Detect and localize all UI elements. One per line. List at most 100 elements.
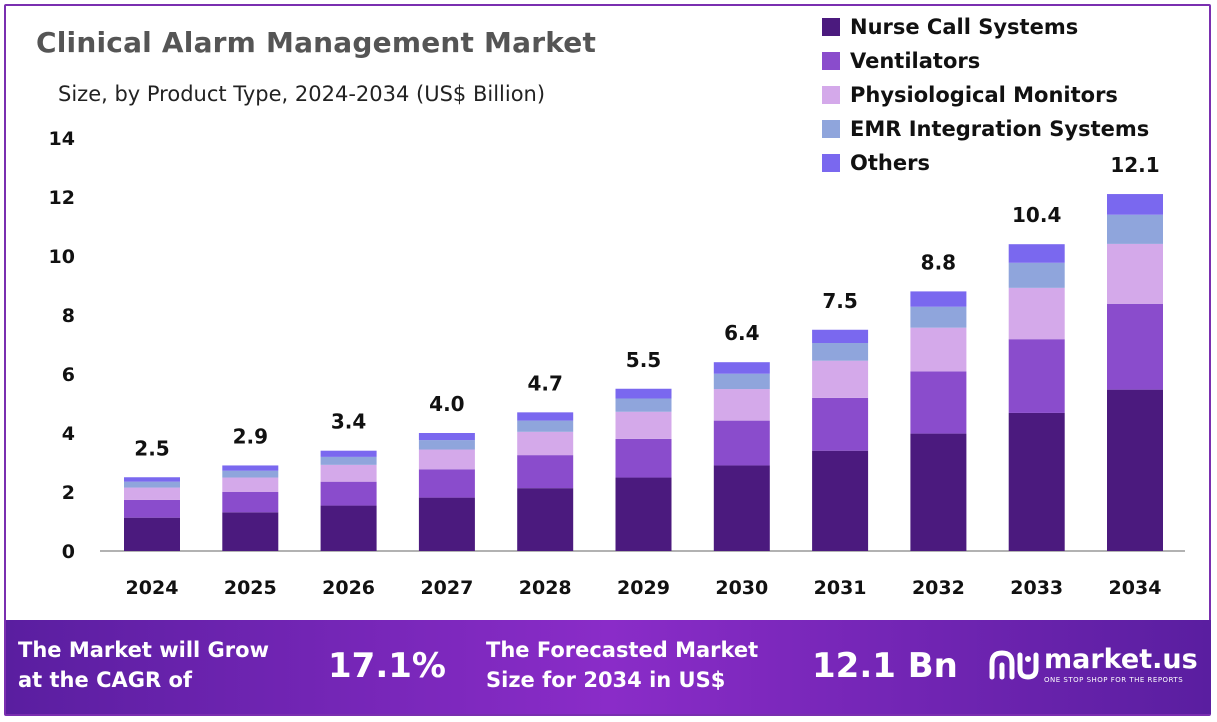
legend-swatch <box>822 154 840 172</box>
x-tick-label: 2028 <box>519 577 572 599</box>
bar-segment <box>517 412 574 421</box>
bar-segment <box>124 517 180 551</box>
legend-item-others: Others <box>822 146 1149 180</box>
bar-segment <box>615 477 672 551</box>
bar-segment <box>615 438 672 478</box>
legend-swatch <box>822 86 840 104</box>
legend-swatch <box>822 52 840 70</box>
x-tick-label: 2024 <box>126 577 179 599</box>
bar-total-label: 5.5 <box>626 348 661 372</box>
y-tick-label: 6 <box>62 364 75 386</box>
bar-total-label: 10.4 <box>1012 203 1061 227</box>
bar-segment <box>713 373 770 390</box>
bar-segment <box>517 488 574 551</box>
forecast-value: 12.1 Bn <box>812 646 958 686</box>
bar-segment <box>812 360 869 398</box>
bar-segment <box>812 397 869 451</box>
legend-label: Nurse Call Systems <box>850 15 1079 39</box>
bar-segment <box>222 477 279 492</box>
bar-segment <box>1008 339 1065 413</box>
y-tick-label: 10 <box>49 246 75 268</box>
legend-label: Others <box>850 151 930 175</box>
bar-segment <box>517 431 574 456</box>
cagr-label: The Market will Grow at the CAGR of <box>18 638 269 692</box>
bar-segment <box>418 497 475 551</box>
bar-segment <box>1008 244 1065 263</box>
bar-segment <box>124 499 180 518</box>
market-us-logo-icon <box>989 650 1039 680</box>
bar-segment <box>418 433 475 441</box>
bar-segment <box>615 388 672 399</box>
legend: Nurse Call Systems Ventilators Physiolog… <box>822 10 1149 180</box>
x-tick-label: 2031 <box>814 577 867 599</box>
bar-segment <box>1107 214 1163 244</box>
x-tick-label: 2029 <box>617 577 670 599</box>
bar-segment <box>910 433 967 551</box>
bar-segment <box>418 440 475 450</box>
y-tick-label: 14 <box>49 128 75 150</box>
bar-segment <box>1008 262 1065 288</box>
legend-label: EMR Integration Systems <box>850 117 1150 141</box>
legend-swatch <box>822 18 840 36</box>
y-tick-label: 8 <box>62 305 75 327</box>
bar-total-label: 7.5 <box>822 289 857 313</box>
bar-total-label: 2.9 <box>233 424 268 448</box>
bar-segment <box>713 465 770 551</box>
x-tick-label: 2027 <box>420 577 473 599</box>
bar-segment <box>320 450 377 457</box>
summary-banner: The Market will Grow at the CAGR of 17.1… <box>6 620 1211 714</box>
logo-tagline: ONE STOP SHOP FOR THE REPORTS <box>1044 676 1184 684</box>
x-tick-label: 2025 <box>224 577 277 599</box>
stacked-bar-chart: 0 2 4 6 8 10 12 14 2.5 2024 2.9 2025 3.4 2026 4.0 2027 4… <box>49 128 1185 599</box>
bar-total-label: 8.8 <box>921 250 956 274</box>
bar-segment <box>812 343 869 361</box>
bar-total-label: 6.4 <box>724 321 759 345</box>
bar-segment <box>812 450 869 551</box>
legend-item-emr-integration-systems: EMR Integration Systems <box>822 112 1149 146</box>
bar-segment <box>320 505 377 551</box>
y-tick-label: 12 <box>49 187 75 209</box>
forecast-label: The Forecasted Market Size for 2034 in U… <box>486 638 759 692</box>
bar-segment <box>713 420 770 466</box>
y-tick-label: 0 <box>62 541 75 563</box>
bar-segment <box>615 411 672 439</box>
x-tick-label: 2033 <box>1010 577 1063 599</box>
legend-item-nurse-call-systems: Nurse Call Systems <box>822 10 1149 44</box>
legend-label: Ventilators <box>850 49 981 73</box>
bar-segment <box>713 389 770 421</box>
bar-segment <box>517 455 574 489</box>
bar-segment <box>418 469 475 498</box>
x-tick-label: 2034 <box>1109 577 1162 599</box>
bar-segment <box>222 512 279 551</box>
bar-segment <box>1008 412 1065 551</box>
bar-total-label: 12.1 <box>1110 153 1159 177</box>
bar-segment <box>910 327 967 372</box>
bar-segment <box>222 465 279 471</box>
bar-segment <box>1107 389 1163 551</box>
market-us-logo: market.us ONE STOP SHOP FOR THE REPORTS <box>988 646 1198 684</box>
bar-segment <box>124 481 180 488</box>
bar-segment <box>1107 194 1163 215</box>
bar-segment <box>910 306 967 328</box>
bar-segment <box>222 492 279 513</box>
bar-segment <box>418 449 475 470</box>
bar-total-label: 4.7 <box>527 371 562 395</box>
bar-segment <box>320 456 377 465</box>
bar-segment <box>615 398 672 412</box>
bar-segment <box>910 371 967 434</box>
chart-subtitle: Size, by Product Type, 2024-2034 (US$ Bi… <box>58 82 546 106</box>
bar-segment <box>517 420 574 432</box>
bar-total-label: 3.4 <box>331 410 366 434</box>
bar-segment <box>713 362 770 374</box>
bar-segment <box>124 477 180 482</box>
x-tick-label: 2026 <box>322 577 375 599</box>
logo-name: market.us <box>1044 644 1198 675</box>
legend-item-ventilators: Ventilators <box>822 44 1149 78</box>
bar-segment <box>1107 303 1163 390</box>
cagr-value: 17.1% <box>328 646 446 686</box>
bar-segment <box>812 329 869 344</box>
chart-title: Clinical Alarm Management Market <box>36 26 597 59</box>
x-tick-label: 2032 <box>912 577 965 599</box>
bar-segment <box>124 487 180 500</box>
bar-segment <box>1008 287 1065 340</box>
